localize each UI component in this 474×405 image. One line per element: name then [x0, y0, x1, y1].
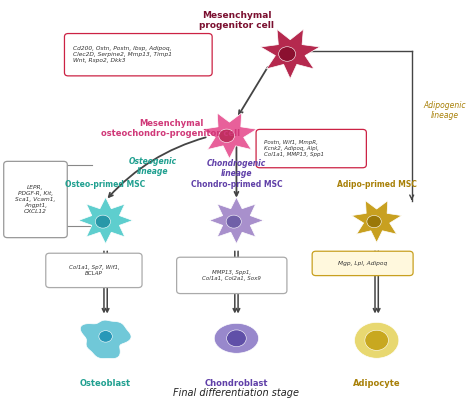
- Text: Col1a1, Sp7, Wif1,
BCLAP: Col1a1, Sp7, Wif1, BCLAP: [69, 265, 119, 276]
- Polygon shape: [80, 320, 131, 358]
- Polygon shape: [210, 197, 264, 244]
- Circle shape: [279, 47, 296, 61]
- Circle shape: [227, 330, 246, 347]
- Polygon shape: [202, 113, 257, 159]
- FancyBboxPatch shape: [4, 161, 67, 238]
- Text: Mesenchymal
progenitor cell: Mesenchymal progenitor cell: [199, 11, 274, 30]
- Text: Adipogenic
lineage: Adipogenic lineage: [423, 101, 466, 120]
- Text: Osteogenic
lineage: Osteogenic lineage: [128, 157, 176, 176]
- Text: LEPR,
PDGF-R, Kit,
Sca1, Vcam1,
Angpt1,
CXCL12: LEPR, PDGF-R, Kit, Sca1, Vcam1, Angpt1, …: [15, 185, 55, 213]
- Circle shape: [99, 330, 112, 342]
- Ellipse shape: [355, 322, 399, 358]
- Circle shape: [367, 215, 381, 228]
- FancyBboxPatch shape: [64, 34, 212, 76]
- Circle shape: [95, 215, 110, 228]
- Circle shape: [365, 330, 388, 350]
- Text: Adipo-primed MSC: Adipo-primed MSC: [337, 180, 417, 189]
- Ellipse shape: [214, 323, 259, 353]
- Circle shape: [226, 215, 241, 228]
- Polygon shape: [352, 201, 401, 243]
- FancyBboxPatch shape: [177, 257, 287, 294]
- FancyBboxPatch shape: [256, 130, 366, 168]
- Text: Mgp, Lpl, Adipoq: Mgp, Lpl, Adipoq: [338, 261, 387, 266]
- Text: Cd200, Ostn, Postn, Ibsp, Adipoq,
Clec2D, Serpine2, Mmp13, Timp1
Wnt, Rspo2, Dkk: Cd200, Ostn, Postn, Ibsp, Adipoq, Clec2D…: [73, 47, 172, 63]
- Text: Osteo-primed MSC: Osteo-primed MSC: [65, 180, 146, 189]
- Text: Mesenchymal
osteochondro-progenitor cell: Mesenchymal osteochondro-progenitor cell: [101, 119, 241, 138]
- Text: Postn, Wif1, MmpR,
Kcnk2, Adipoq, Alpl,
Col1a1, MMP13, Spp1: Postn, Wif1, MmpR, Kcnk2, Adipoq, Alpl, …: [264, 140, 325, 157]
- Polygon shape: [79, 197, 133, 244]
- Circle shape: [219, 129, 235, 143]
- FancyBboxPatch shape: [46, 253, 142, 288]
- Text: Chondroblast: Chondroblast: [205, 379, 268, 388]
- Text: MMP13, Spp1,
Col1a1, Col2a1, Sox9: MMP13, Spp1, Col1a1, Col2a1, Sox9: [202, 270, 261, 281]
- Text: Osteoblast: Osteoblast: [80, 379, 131, 388]
- FancyBboxPatch shape: [312, 251, 413, 275]
- Polygon shape: [261, 29, 320, 79]
- Text: Chondrogenic
lineage: Chondrogenic lineage: [207, 159, 266, 178]
- Text: Adipocyte: Adipocyte: [353, 379, 401, 388]
- Text: Chondro-primed MSC: Chondro-primed MSC: [191, 180, 282, 189]
- Text: Final differentiation stage: Final differentiation stage: [173, 388, 300, 398]
